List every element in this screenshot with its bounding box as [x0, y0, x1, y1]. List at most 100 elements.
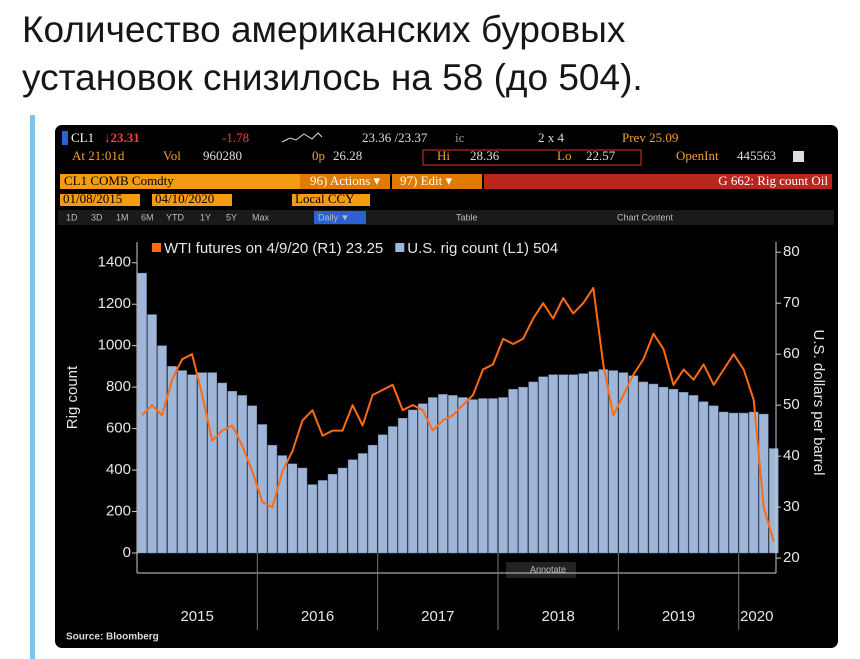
function-title: G 662: Rig count Oil	[718, 173, 828, 188]
bar	[758, 413, 769, 554]
vol: 960280	[203, 148, 242, 163]
bar	[658, 386, 669, 554]
bar	[327, 473, 338, 554]
bar	[518, 386, 528, 554]
bar	[748, 411, 759, 554]
last-price: ↓23.31	[104, 130, 140, 145]
bar	[578, 373, 588, 554]
bar	[197, 372, 207, 554]
y2-tick-label: 30	[783, 498, 800, 515]
range-ytd[interactable]: YTD	[166, 212, 185, 222]
bar	[628, 375, 639, 554]
table-button[interactable]: Table	[456, 212, 478, 222]
range-5y[interactable]: 5Y	[226, 212, 237, 222]
tweet-text: Количество американских буровых установо…	[22, 6, 643, 102]
bid-ask: 23.36 /23.37	[362, 130, 428, 145]
x-tick-label: 2015	[180, 608, 213, 625]
x-tick-label: 2016	[301, 608, 334, 625]
actions[interactable]: 96) Actions ▾	[310, 173, 381, 188]
function-bar	[484, 174, 832, 189]
annotate-button[interactable]	[506, 562, 576, 578]
y-tick-label: 1200	[98, 295, 131, 312]
bar	[157, 345, 167, 554]
bar	[698, 401, 709, 554]
start-date[interactable]: 01/08/2015	[63, 191, 122, 206]
range-1d[interactable]: 1D	[66, 212, 78, 222]
quote-bar	[30, 115, 35, 659]
bar	[267, 444, 278, 554]
hi: 28.36	[470, 148, 500, 163]
bar	[498, 397, 508, 554]
bar	[347, 459, 358, 554]
bar	[177, 370, 187, 554]
bar	[728, 412, 739, 554]
x-tick-label: 2019	[662, 608, 695, 625]
x-tick-label: 2017	[421, 608, 454, 625]
open: 26.28	[333, 148, 362, 163]
y-tick-label: 800	[106, 378, 131, 395]
legend-label: WTI futures on 4/9/20 (R1) 23.25	[164, 240, 383, 257]
range-1y[interactable]: 1Y	[200, 212, 211, 222]
legend-swatch	[395, 243, 405, 252]
sparkline	[281, 132, 323, 143]
range-max[interactable]: Max	[252, 212, 270, 222]
bar	[428, 397, 438, 554]
y-tick-label: 400	[106, 461, 131, 478]
end-date[interactable]: 04/10/2020	[155, 191, 214, 206]
bar	[718, 411, 729, 554]
edit-button[interactable]	[392, 174, 482, 189]
range-6m[interactable]: 6M	[141, 212, 154, 222]
y2-tick-label: 80	[783, 243, 800, 260]
y2-tick-label: 40	[783, 447, 800, 464]
annotate[interactable]: Annotate	[530, 564, 566, 574]
bar	[618, 372, 629, 554]
bar	[448, 395, 458, 554]
bar	[508, 388, 518, 554]
range-3d[interactable]: 3D	[91, 212, 103, 222]
start-date-box[interactable]	[60, 194, 140, 206]
vol-label: Vol	[163, 148, 181, 163]
currency[interactable]: Local CCY	[295, 191, 355, 206]
bar	[237, 395, 248, 554]
tweet-line: установок снизилось на 58 (до 504).	[22, 57, 643, 98]
bar	[738, 412, 749, 554]
bar	[287, 463, 298, 554]
bar	[598, 369, 609, 554]
bar	[387, 426, 398, 554]
end-date-box[interactable]	[152, 194, 232, 206]
security-bar	[60, 174, 300, 189]
frequency-box[interactable]	[314, 211, 366, 224]
lo: 22.57	[586, 148, 616, 163]
bar	[769, 448, 779, 554]
currency-box[interactable]	[292, 194, 370, 206]
bar	[488, 398, 498, 554]
openint: 445563	[737, 148, 776, 163]
ticker-flag	[62, 131, 68, 145]
source: Source: Bloomberg	[66, 632, 159, 643]
bar	[297, 467, 308, 554]
bar	[397, 417, 408, 554]
size: 2 x 4	[538, 130, 565, 145]
frequency[interactable]: Daily ▼	[318, 212, 349, 222]
bar	[588, 371, 599, 554]
range-1m[interactable]: 1M	[116, 212, 129, 222]
prev: Prev 25.09	[622, 130, 678, 145]
bar	[408, 409, 418, 554]
bar	[317, 480, 328, 554]
bar	[257, 424, 268, 554]
chart-content-button[interactable]: Chart Content	[617, 212, 674, 222]
time: At 21:01d	[72, 148, 125, 163]
openint-label: OpenInt	[676, 148, 719, 163]
hi-label: Hi	[437, 148, 450, 163]
open-label: 0p	[312, 148, 325, 163]
y-tick-label: 600	[106, 420, 131, 437]
actions-button[interactable]	[300, 174, 390, 189]
y-tick-label: 0	[123, 544, 131, 561]
y2-tick-label: 50	[783, 396, 800, 413]
bar	[357, 453, 368, 554]
edit[interactable]: 97) Edit ▾	[400, 173, 452, 188]
export-icon[interactable]	[793, 151, 804, 162]
bar	[708, 405, 719, 554]
y2-tick-label: 20	[783, 549, 800, 566]
